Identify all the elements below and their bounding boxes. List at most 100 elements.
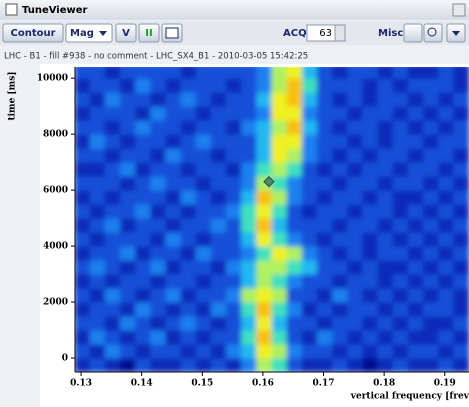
plane-button[interactable]: [115, 23, 137, 43]
heatmap-cell: [377, 119, 394, 135]
heatmap-cell: [332, 67, 349, 79]
heatmap-cell: [241, 301, 258, 317]
heatmap-cell: [423, 231, 440, 247]
heatmap-cell: [453, 189, 469, 205]
heatmap-cell: [271, 175, 288, 191]
heatmap-cell: [407, 147, 425, 163]
zoom-fit-button[interactable]: [403, 23, 423, 43]
heatmap-cell: [104, 245, 121, 261]
heatmap-cell: [347, 245, 364, 261]
heatmap-cell: [226, 287, 243, 303]
heatmap-cell: [453, 77, 469, 93]
heatmap-cell: [210, 357, 228, 372]
heatmap-cell: [104, 119, 121, 135]
heatmap-cell: [392, 175, 409, 191]
heatmap-cell: [180, 203, 197, 219]
heatmap-cell: [135, 189, 152, 205]
heatmap-cell: [165, 357, 182, 372]
heatmap-cell: [135, 315, 152, 331]
x-tick-label: 0.18: [373, 379, 395, 389]
heatmap-cell: [150, 105, 167, 121]
heatmap-cell: [316, 245, 334, 261]
heatmap-cell: [362, 245, 379, 261]
contour-button[interactable]: [2, 23, 64, 43]
x-tick-label: 0.14: [131, 379, 153, 389]
heatmap-cell: [286, 357, 303, 372]
heatmap-cell: [256, 329, 273, 345]
heatmap-cell: [135, 175, 152, 191]
heatmap-cell: [301, 67, 318, 79]
heatmap-cell: [165, 147, 182, 163]
heatmap-cell: [226, 301, 243, 317]
heatmap-cell: [256, 315, 273, 331]
heatmap-cell: [241, 161, 258, 177]
heatmap-cell: [226, 343, 243, 359]
heatmap-cell: [316, 161, 334, 177]
heatmap-cell: [316, 343, 334, 359]
heatmap-cell: [362, 175, 379, 191]
heatmap-cell: [195, 189, 212, 205]
heatmap-cell: [407, 91, 425, 107]
heatmap-cell: [180, 315, 197, 331]
x-axis-title: vertical frequency [frev: [350, 392, 469, 402]
mode-dropdown[interactable]: [65, 23, 113, 43]
heatmap-cell: [392, 273, 409, 289]
heatmap-cell: [392, 161, 409, 177]
maximize-button[interactable]: [452, 3, 466, 17]
heatmap-cell: [226, 119, 243, 135]
heatmap-cell: [75, 105, 91, 121]
table-icon: [165, 27, 179, 39]
heatmap-cell: [75, 273, 91, 289]
heatmap-cell: [226, 259, 243, 275]
heatmap-cell: [104, 217, 121, 233]
heatmap-cell: [180, 259, 197, 275]
heatmap-cell: [150, 245, 167, 261]
heatmap-cell: [104, 315, 121, 331]
heatmap-cell: [316, 217, 334, 233]
heatmap-cell: [286, 301, 303, 317]
heatmap-cell: [271, 343, 288, 359]
heatmap-cell: [362, 203, 379, 219]
heatmap-cell: [438, 315, 455, 331]
heatmap-cell: [316, 175, 334, 191]
heatmap-cell: [135, 231, 152, 247]
plane-label: V: [122, 28, 130, 39]
heatmap-cell: [453, 119, 469, 135]
heatmap-cell: [75, 67, 91, 79]
heatmap-cell: [286, 217, 303, 233]
heatmap-cell: [210, 147, 228, 163]
heatmap-cell: [286, 329, 303, 345]
heatmap-cell: [256, 245, 273, 261]
heatmap-cell: [165, 77, 182, 93]
heatmap-cell: [332, 147, 349, 163]
heatmap-cell: [241, 245, 258, 261]
heatmap-cell: [119, 175, 137, 191]
heatmap-cell: [119, 315, 137, 331]
heatmap-cell: [362, 77, 379, 93]
heatmap-cell: [453, 217, 469, 233]
heatmap-cell: [286, 105, 303, 121]
heatmap-cell: [377, 315, 394, 331]
heatmap-cell: [286, 91, 303, 107]
heatmap-cell: [89, 357, 106, 372]
heatmap-cell: [392, 189, 409, 205]
heatmap-cell: [210, 77, 228, 93]
heatmap-cell: [256, 133, 273, 149]
heatmap-cell: [438, 133, 455, 149]
heatmap-cell: [332, 231, 349, 247]
heatmap-cell: [104, 91, 121, 107]
heatmap-cell: [104, 161, 121, 177]
heatmap-cell: [407, 133, 425, 149]
heatmap-cell: [241, 203, 258, 219]
spinner-arrows[interactable]: [334, 24, 346, 42]
heatmap-cell: [135, 203, 152, 219]
zoom-button[interactable]: [423, 23, 443, 43]
heatmap-cell: [271, 315, 288, 331]
heatmap-cell: [241, 231, 258, 247]
heatmap-cell: [165, 67, 182, 79]
heatmap-cell: [286, 161, 303, 177]
heatmap-cell: [453, 105, 469, 121]
heatmap-cell: [438, 287, 455, 303]
heatmap-cell: [453, 245, 469, 261]
pause-button[interactable]: [138, 23, 160, 43]
